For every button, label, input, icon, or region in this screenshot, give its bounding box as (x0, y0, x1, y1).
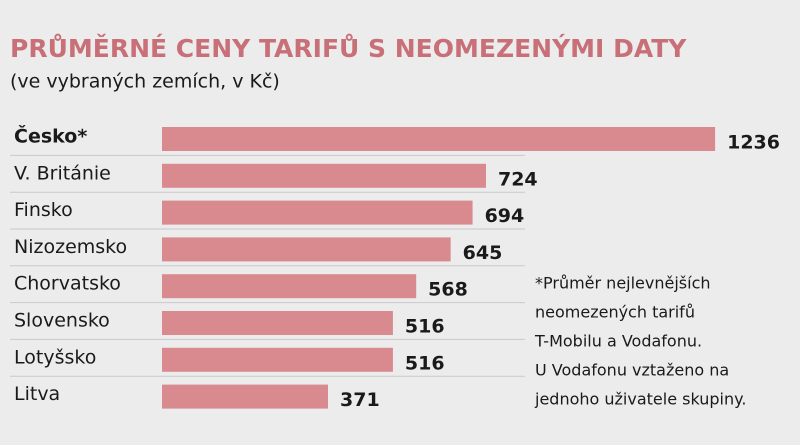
value-label: 516 (405, 352, 445, 374)
value-label: 568 (428, 279, 468, 301)
bar (162, 127, 716, 151)
chart-subtitle: (ve vybraných zemích, v Kč) (10, 71, 280, 93)
value-label: 371 (340, 389, 380, 411)
bar (162, 384, 329, 409)
bar (162, 237, 451, 262)
bar (162, 347, 393, 372)
value-label: 516 (405, 316, 445, 338)
category-label: V. Británie (14, 162, 111, 184)
footnote-line: U Vodafonu vztaženo na (535, 361, 729, 380)
bar (162, 200, 473, 225)
value-label: 724 (498, 168, 538, 190)
category-label: Česko* (14, 124, 87, 148)
category-label: Lotyšsko (14, 346, 96, 368)
footnote-line: *Průměr nejlevnějších (535, 274, 711, 293)
category-label: Slovensko (14, 310, 110, 332)
footnote-line: neomezených tarifů (535, 303, 695, 322)
value-label: 694 (485, 205, 525, 227)
value-label: 645 (463, 242, 503, 264)
footnote-line: jednoho uživatele skupiny. (534, 390, 746, 409)
footnote-line: T-Mobilu a Vodafonu. (534, 332, 702, 351)
category-label: Finsko (14, 199, 73, 221)
bar (162, 274, 417, 299)
category-label: Chorvatsko (14, 273, 121, 295)
category-label: Litva (14, 383, 60, 405)
value-label: 1236 (727, 132, 780, 154)
chart-title: PRŮMĚRNÉ CENY TARIFŮ S NEOMEZENÝMI DATY (10, 33, 687, 63)
bar (162, 163, 486, 188)
bar (162, 311, 393, 335)
category-label: Nizozemsko (14, 236, 127, 258)
